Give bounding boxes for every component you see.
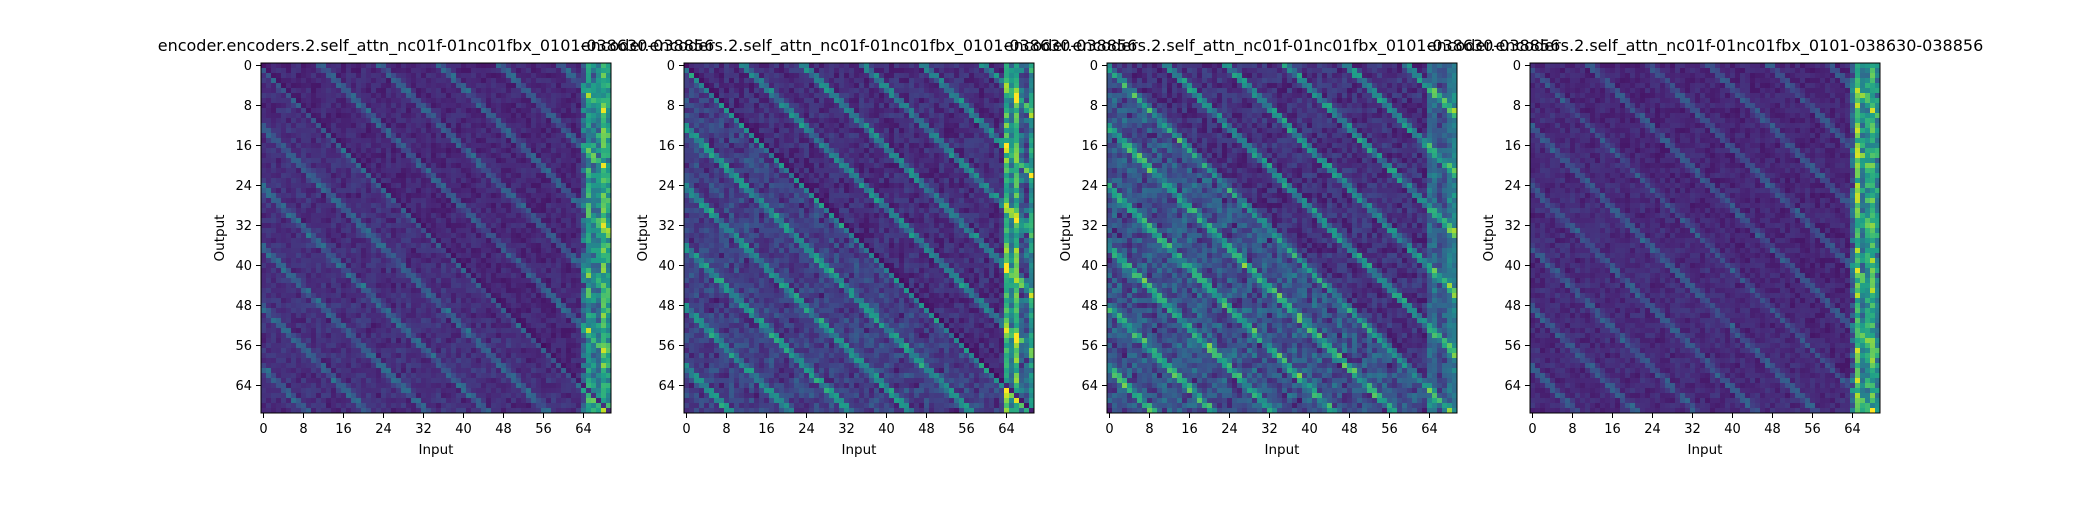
x-tick-label: 64 [1844, 422, 1861, 437]
x-tick-label: 24 [1644, 422, 1661, 437]
heatmap-panel-4: encoder.encoders.2.self_attn_nc01f-01nc0… [1427, 36, 1984, 458]
x-axis-label: Input [1265, 442, 1300, 458]
y-tick-label: 32 [1504, 219, 1521, 234]
y-axis-label: Output [212, 215, 228, 262]
x-tick-label: 48 [1341, 422, 1358, 437]
plot-frame [683, 62, 1035, 414]
x-tick-label: 0 [1105, 422, 1113, 437]
plot-frame [1106, 62, 1458, 414]
y-tick-label: 16 [235, 139, 252, 154]
y-tick-label: 8 [244, 99, 252, 114]
y-tick-label: 56 [658, 339, 675, 354]
x-tick-label: 16 [1604, 422, 1621, 437]
y-tick-label: 48 [1504, 299, 1521, 314]
y-tick-label: 48 [1081, 299, 1098, 314]
x-tick-label: 16 [335, 422, 352, 437]
y-tick-label: 56 [1504, 339, 1521, 354]
heatmap-cells [1530, 63, 1881, 414]
y-axis-label: Output [635, 215, 651, 262]
y-tick-label: 40 [1504, 259, 1521, 274]
y-tick-label: 8 [667, 99, 675, 114]
y-tick-label: 0 [1513, 59, 1521, 74]
y-tick-label: 16 [1081, 139, 1098, 154]
x-tick-label: 8 [1145, 422, 1153, 437]
panel-title: encoder.encoders.2.self_attn_nc01f-01nc0… [1427, 36, 1984, 56]
plot-frame [260, 62, 612, 414]
x-tick-label: 64 [1421, 422, 1438, 437]
heatmap-panel-3: encoder.encoders.2.self_attn_nc01f-01nc0… [1004, 36, 1561, 458]
heatmap-panels: encoder.encoders.2.self_attn_nc01f-01nc0… [158, 36, 1984, 458]
x-tick-label: 64 [998, 422, 1015, 437]
x-tick-label: 56 [535, 422, 552, 437]
y-axis-label: Output [1481, 215, 1497, 262]
x-tick-label: 40 [878, 422, 895, 437]
x-tick-label: 48 [1764, 422, 1781, 437]
x-tick-label: 32 [1261, 422, 1278, 437]
y-tick-label: 48 [235, 299, 252, 314]
y-tick-label: 8 [1513, 99, 1521, 114]
x-tick-label: 8 [722, 422, 730, 437]
y-tick-label: 64 [1504, 379, 1521, 394]
y-axis-label: Output [1058, 215, 1074, 262]
y-tick-label: 64 [1081, 379, 1098, 394]
panel-title: encoder.encoders.2.self_attn_nc01f-01nc0… [581, 36, 1138, 56]
x-axis-label: Input [419, 442, 454, 458]
y-tick-label: 0 [667, 59, 675, 74]
heatmap-cells [1107, 63, 1458, 414]
y-tick-label: 16 [1504, 139, 1521, 154]
y-tick-label: 8 [1090, 99, 1098, 114]
y-tick-label: 48 [658, 299, 675, 314]
x-tick-label: 0 [259, 422, 267, 437]
y-tick-label: 56 [235, 339, 252, 354]
x-tick-label: 32 [1684, 422, 1701, 437]
y-tick-label: 16 [658, 139, 675, 154]
y-tick-label: 56 [1081, 339, 1098, 354]
x-tick-label: 8 [1568, 422, 1576, 437]
panel-title: encoder.encoders.2.self_attn_nc01f-01nc0… [1004, 36, 1561, 56]
heatmap-cells [261, 63, 612, 414]
heatmap-panel-2: encoder.encoders.2.self_attn_nc01f-01nc0… [581, 36, 1138, 458]
x-tick-label: 48 [495, 422, 512, 437]
x-tick-label: 16 [1181, 422, 1198, 437]
x-tick-label: 24 [1221, 422, 1238, 437]
x-tick-label: 0 [1528, 422, 1536, 437]
x-axis-label: Input [842, 442, 877, 458]
y-tick-label: 32 [1081, 219, 1098, 234]
y-tick-label: 24 [1081, 179, 1098, 194]
y-tick-label: 24 [658, 179, 675, 194]
x-tick-label: 56 [1381, 422, 1398, 437]
x-tick-label: 40 [1301, 422, 1318, 437]
y-tick-label: 32 [235, 219, 252, 234]
x-tick-label: 0 [682, 422, 690, 437]
y-tick-label: 40 [1081, 259, 1098, 274]
y-tick-label: 40 [235, 259, 252, 274]
x-tick-label: 40 [1724, 422, 1741, 437]
x-tick-label: 48 [918, 422, 935, 437]
heatmap-panel-1: encoder.encoders.2.self_attn_nc01f-01nc0… [158, 36, 715, 458]
x-tick-label: 16 [758, 422, 775, 437]
x-tick-label: 8 [299, 422, 307, 437]
x-tick-label: 64 [575, 422, 592, 437]
y-tick-label: 24 [1504, 179, 1521, 194]
y-tick-label: 0 [244, 59, 252, 74]
x-tick-label: 24 [375, 422, 392, 437]
x-tick-label: 56 [1804, 422, 1821, 437]
y-tick-label: 64 [235, 379, 252, 394]
x-tick-label: 40 [455, 422, 472, 437]
y-tick-label: 64 [658, 379, 675, 394]
x-tick-label: 32 [415, 422, 432, 437]
x-tick-label: 56 [958, 422, 975, 437]
plot-frame [1529, 62, 1881, 414]
x-tick-label: 24 [798, 422, 815, 437]
y-tick-label: 40 [658, 259, 675, 274]
y-tick-label: 0 [1090, 59, 1098, 74]
x-axis-label: Input [1688, 442, 1723, 458]
x-tick-label: 32 [838, 422, 855, 437]
y-tick-label: 32 [658, 219, 675, 234]
y-tick-label: 24 [235, 179, 252, 194]
heatmap-cells [684, 63, 1035, 414]
panel-title: encoder.encoders.2.self_attn_nc01f-01nc0… [158, 36, 715, 56]
